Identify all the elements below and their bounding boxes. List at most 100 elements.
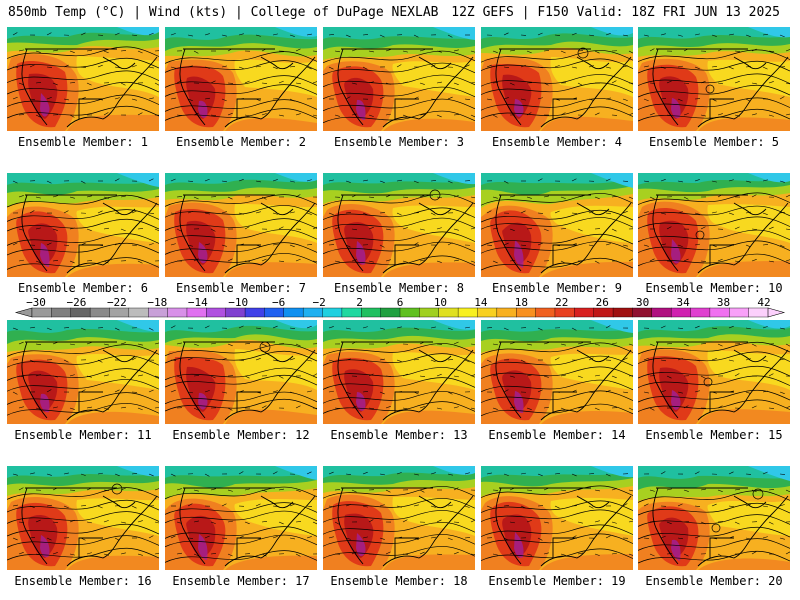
member-map-svg [323, 466, 475, 570]
wind-barbs [12, 32, 159, 118]
field-cyan-corner [117, 320, 159, 332]
wind-barbs [643, 471, 790, 557]
field-teal-band [165, 173, 317, 185]
field-cyan-corner [275, 27, 317, 37]
colorbar-segment [496, 307, 517, 318]
map-borders [179, 487, 316, 567]
colorbar-segment [438, 307, 459, 318]
field-extreme-spot [514, 532, 524, 558]
ensemble-member-map [165, 27, 317, 131]
ensemble-member-map [638, 173, 790, 277]
field-south-warm [67, 263, 159, 277]
field-yellow-tongue [76, 498, 159, 536]
field-yellow-tongue [392, 352, 475, 390]
wind-barbs [170, 325, 317, 411]
field-south-warm [383, 118, 475, 131]
colorbar-segment [341, 307, 362, 318]
field-south-warm [225, 555, 317, 570]
field-extreme-spot [356, 241, 366, 265]
colorbar-segment [167, 307, 188, 318]
height-contours [165, 51, 317, 121]
field-teal-band [7, 466, 159, 478]
ensemble-member-map [481, 27, 633, 131]
colorbar-tick-label: 30 [636, 296, 649, 309]
height-contours [7, 344, 159, 416]
header-title: 850mb Temp (°C) | Wind (kts) | College o… [8, 5, 439, 20]
wind-barbs [486, 472, 633, 556]
field-cyan-corner [748, 27, 790, 38]
ensemble-member-label: Ensemble Member: 18 [330, 574, 468, 588]
height-contours [638, 49, 790, 122]
map-borders [179, 48, 316, 128]
map-borders [495, 48, 632, 128]
colorbar-segment [302, 307, 324, 318]
field-cyan-corner [433, 320, 475, 330]
map-borders [21, 194, 158, 274]
field-teal-band [7, 27, 159, 39]
colorbar-segment [361, 307, 382, 318]
field-cyan-corner [433, 173, 475, 185]
field-south-warm [698, 409, 790, 424]
field-cyan-corner [117, 466, 159, 477]
ensemble-member-map [323, 173, 475, 277]
field-cyan-corner [433, 27, 475, 40]
field-cyan-corner [748, 320, 790, 329]
ensemble-member-label: Ensemble Member: 6 [17, 281, 149, 295]
field-south-warm [67, 555, 159, 570]
colorbar-segment [128, 307, 149, 318]
ensemble-member-label: Ensemble Member: 20 [645, 574, 783, 588]
colorbar-segment [89, 307, 110, 318]
field-cyan-corner [117, 27, 159, 36]
field-teal-band [481, 466, 633, 478]
ensemble-member-map [7, 466, 159, 570]
field-yellow-tongue [707, 59, 790, 97]
field-extreme-spot [514, 391, 524, 414]
map-borders [179, 194, 316, 274]
field-south-warm [225, 118, 317, 131]
ensemble-member-map [323, 27, 475, 131]
field-extreme-spot [671, 98, 681, 119]
field-extreme-spot [40, 393, 50, 413]
field-yellow-tongue [234, 59, 317, 97]
ensemble-member-label: Ensemble Member: 5 [648, 135, 780, 149]
colorbar-segment [70, 307, 91, 318]
field-teal-band [638, 27, 790, 39]
field-teal-band [638, 173, 790, 185]
ensemble-member-map [165, 173, 317, 277]
field-yellow-tongue [707, 350, 790, 390]
member-map-svg [638, 466, 790, 570]
ensemble-member-label: Ensemble Member: 17 [172, 574, 310, 588]
field-cyan-corner [591, 27, 633, 36]
ensemble-member-label: Ensemble Member: 4 [491, 135, 623, 149]
field-cyan-corner [275, 173, 317, 182]
wind-barbs [643, 325, 790, 411]
map-borders [495, 341, 632, 421]
member-map-svg [481, 466, 633, 570]
ensemble-member-label: Ensemble Member: 16 [14, 574, 152, 588]
field-teal-band [165, 320, 317, 333]
field-teal-band [7, 173, 159, 185]
map-borders [179, 341, 316, 421]
colorbar-tick-label: 2 [356, 296, 363, 309]
colorbar-tick-label: −14 [188, 296, 208, 309]
colorbar-tick-label: 38 [717, 296, 730, 309]
field-teal-band [7, 320, 159, 333]
field-yellow-tongue [234, 349, 317, 390]
field-south-warm [67, 411, 159, 424]
ensemble-member-map [638, 27, 790, 131]
wind-barbs [643, 33, 790, 117]
ensemble-member-label: Ensemble Member: 8 [333, 281, 465, 295]
member-map-svg [165, 466, 317, 570]
member-map-svg [165, 27, 317, 131]
field-yellow-tongue [76, 56, 159, 97]
field-cyan-corner [591, 173, 633, 188]
height-contours [638, 488, 790, 564]
field-south-warm [383, 262, 475, 277]
field-teal-band [323, 27, 475, 40]
member-map-svg [638, 173, 790, 277]
field-south-warm [541, 261, 633, 277]
wind-barbs [170, 178, 317, 262]
colorbar-segment [51, 307, 72, 318]
field-cyan-corner [748, 173, 790, 183]
field-extreme-spot [671, 239, 681, 264]
